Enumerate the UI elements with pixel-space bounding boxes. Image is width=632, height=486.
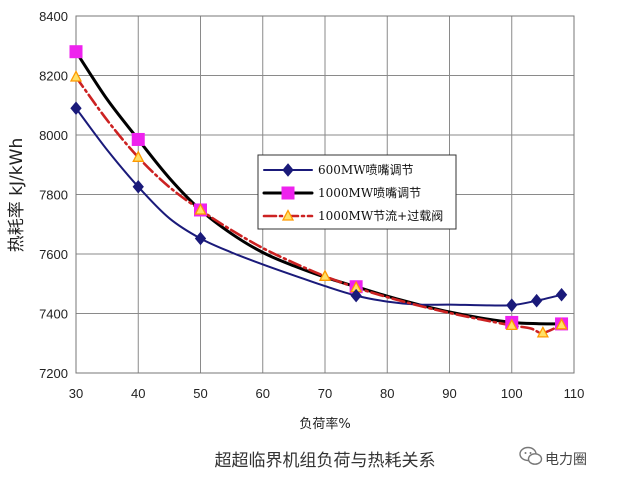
legend-marker xyxy=(282,163,294,177)
y-tick-label: 7800 xyxy=(39,188,68,203)
y-axis-label: 热耗率 kJ/kWh xyxy=(7,138,27,252)
data-point xyxy=(69,45,83,59)
watermark: 电力圈 xyxy=(519,446,587,468)
y-tick-label: 7200 xyxy=(39,366,68,381)
data-point xyxy=(194,231,207,246)
x-tick-label: 50 xyxy=(193,386,207,401)
x-tick-label: 70 xyxy=(318,386,332,401)
y-tick-label: 8000 xyxy=(39,128,68,143)
data-point xyxy=(69,70,83,82)
series-line-3 xyxy=(74,75,563,335)
data-point xyxy=(194,203,207,215)
data-point xyxy=(350,288,362,303)
data-point xyxy=(555,287,568,302)
x-tick-label: 30 xyxy=(69,386,83,401)
legend-label: 1000MW喷嘴调节 xyxy=(318,186,421,200)
y-tick-label: 7400 xyxy=(39,307,68,322)
y-axis: 7200 7400 7600 7800 8000 8200 8400 xyxy=(39,9,68,381)
plot-area xyxy=(75,15,575,374)
data-point xyxy=(555,317,568,330)
x-tick-label: 100 xyxy=(501,386,523,401)
legend-marker xyxy=(281,186,295,200)
x-tick-label: 60 xyxy=(256,386,270,401)
legend-marker xyxy=(281,209,295,221)
data-point xyxy=(506,298,518,312)
series-line-1 xyxy=(75,107,563,307)
data-point xyxy=(131,132,145,146)
y-tick-label: 8200 xyxy=(39,69,68,84)
data-point xyxy=(536,325,549,338)
x-tick-label: 80 xyxy=(380,386,394,401)
data-point xyxy=(132,150,145,162)
data-point xyxy=(505,318,518,331)
data-point xyxy=(318,269,332,281)
wechat-icon xyxy=(519,446,543,465)
x-axis: 30 40 50 60 70 80 90 100 110 xyxy=(69,386,585,401)
y-tick-label: 7600 xyxy=(39,247,68,262)
legend-label: 1000MW节流+过载阀 xyxy=(318,209,443,223)
x-axis-label: 负荷率% xyxy=(299,416,350,432)
x-tick-label: 40 xyxy=(131,386,145,401)
series-markers xyxy=(69,45,569,338)
data-point xyxy=(530,293,543,308)
x-tick-label: 110 xyxy=(564,386,585,401)
legend-label: 600MW喷嘴调节 xyxy=(318,163,414,177)
x-tick-label: 90 xyxy=(442,386,456,401)
y-tick-label: 8400 xyxy=(39,9,68,24)
data-point xyxy=(132,179,144,194)
chart-title: 超超临界机组负荷与热耗关系 xyxy=(215,451,436,471)
watermark-text: 电力圈 xyxy=(545,452,587,468)
data-point xyxy=(70,101,82,116)
legend: 600MW喷嘴调节 1000MW喷嘴调节 1000MW节流+过载阀 xyxy=(257,154,457,230)
